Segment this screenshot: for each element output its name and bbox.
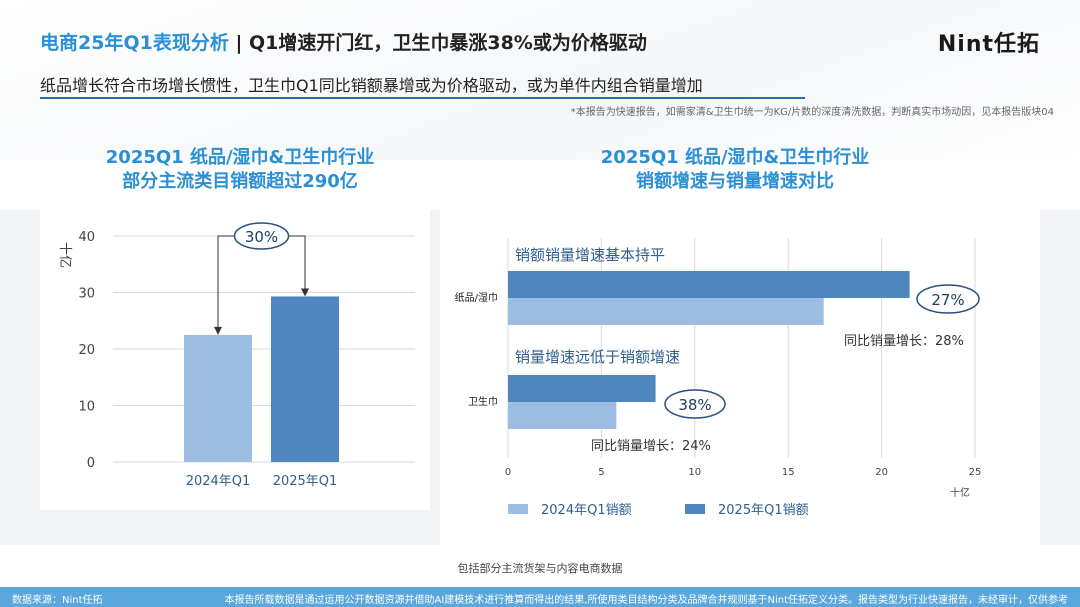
growth-badge-2-label: 38% — [678, 396, 711, 414]
x-tick-label: 2025年Q1 — [273, 474, 338, 489]
y-tick-label: 10 — [78, 400, 95, 415]
annotation-heading-1: 销额销量增速基本持平 — [515, 246, 665, 264]
y-category-label: 卫生巾 — [468, 395, 498, 408]
legend-swatch — [508, 504, 528, 514]
growth-badge-1 — [916, 284, 980, 314]
page-title-rest: | Q1增速开门红，卫生巾暴涨38%或为价格驱动 — [228, 32, 647, 54]
x-axis-label: 十亿 — [950, 486, 970, 499]
brand-logo: Nint任拓 — [937, 32, 1040, 57]
y-tick-label: 30 — [78, 287, 95, 302]
x-tick-label: 2024年Q1 — [186, 474, 251, 489]
x-tick-label: 25 — [969, 467, 982, 478]
y-tick-label: 0 — [87, 456, 95, 471]
page-title: 电商25年Q1表现分析 | Q1增速开门红，卫生巾暴涨38%或为价格驱动 — [40, 28, 647, 55]
left-chart-title: 2025Q1 纸品/湿巾&卫生巾行业 部分主流类目销额超过290亿 — [40, 146, 440, 194]
right-chart-title: 2025Q1 纸品/湿巾&卫生巾行业 销额增速与销量增速对比 — [535, 146, 935, 194]
x-tick-label: 10 — [688, 467, 701, 478]
x-tick-label: 0 — [505, 467, 511, 478]
y-tick-label: 20 — [78, 343, 95, 358]
x-tick-label: 15 — [782, 467, 795, 478]
volume-note-2: 同比销量增长：24% — [591, 439, 711, 454]
page-title-highlight: 电商25年Q1表现分析 — [40, 32, 229, 54]
arrowhead-right — [301, 288, 309, 297]
footer-source: 数据来源：Nint任拓 — [12, 595, 103, 606]
footer-bar: 数据来源：Nint任拓 本报告所载数据是通过运用公开数据资源并借助AI建模技术进… — [0, 587, 1080, 607]
header-background — [0, 0, 1080, 160]
bar-2024年Q1 — [184, 334, 252, 462]
x-tick-label: 20 — [875, 467, 888, 478]
left-chart-card: 0 10 20 30 40 十亿 2024年Q1 2025年Q1 30% — [40, 210, 430, 510]
volume-note-1: 同比销量增长：28% — [844, 334, 964, 349]
legend-label: 2025年Q1销额 — [718, 503, 809, 518]
report-note: *本报告为快速报告，如需家清&卫生巾统一为KG/片数的深度清洗数据，判断真实市场… — [570, 107, 1054, 118]
annotation-heading-2: 销量增速远低于销额增速 — [515, 348, 680, 366]
bar-2025-纸品/湿巾 — [508, 271, 910, 298]
left-chart-title-line1: 2025Q1 纸品/湿巾&卫生巾行业 — [105, 147, 375, 168]
legend-swatch — [685, 504, 705, 514]
x-tick-label: 5 — [598, 467, 604, 478]
growth-badge — [233, 222, 290, 250]
y-category-label: 纸品/湿巾 — [455, 291, 498, 304]
growth-badge-2 — [664, 389, 726, 419]
y-axis-label: 十亿 — [57, 242, 72, 268]
growth-badge-1-label: 27% — [931, 291, 964, 309]
right-chart-card: 0 5 10 15 20 25 十亿 纸品/湿巾卫生巾 销额销量增速基本持平 27% 同比销量增长：… — [440, 210, 1040, 545]
left-bar-chart: 0 10 20 30 40 十亿 2024年Q1 2025年Q1 30% — [57, 222, 415, 489]
bar-2025-卫生巾 — [508, 375, 656, 402]
legend-label: 2024年Q1销额 — [541, 503, 632, 518]
right-chart-title-line1: 2025Q1 纸品/湿巾&卫生巾行业 — [600, 147, 870, 168]
subtitle-underline — [40, 97, 805, 99]
arrowhead-left — [214, 326, 222, 335]
y-tick-label: 40 — [78, 230, 95, 245]
left-chart-title-line2: 部分主流类目销额超过290亿 — [122, 171, 358, 192]
bar-2024-纸品/湿巾 — [508, 298, 824, 325]
growth-badge-label: 30% — [245, 228, 278, 246]
right-chart-title-line2: 销额增速与销量增速对比 — [636, 171, 834, 192]
footer-disclaimer: 本报告所载数据是通过运用公开数据资源并借助AI建模技术进行推算而得出的结果,所使… — [224, 595, 1069, 606]
page-subtitle: 纸品增长符合市场增长惯性，卫生巾Q1同比销额暴增或为价格驱动，或为单件内组合销量… — [40, 76, 703, 95]
bar-2024-卫生巾 — [508, 402, 617, 429]
source-note: 包括部分主流货架与内容电商数据 — [457, 562, 623, 575]
bar-2025年Q1 — [271, 296, 339, 462]
